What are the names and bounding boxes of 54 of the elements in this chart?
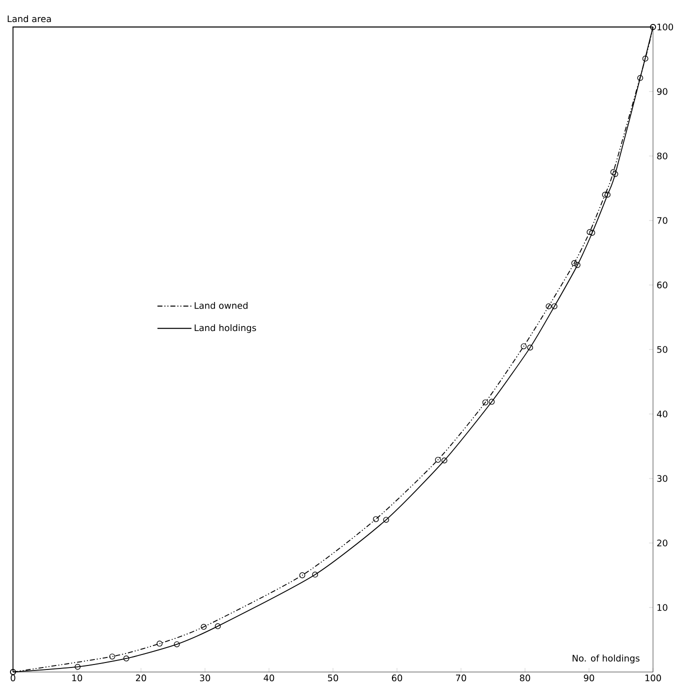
point — [372, 516, 379, 522]
x-tick-label: 0 — [10, 674, 16, 682]
point — [200, 624, 207, 630]
legend-label: Land owned — [194, 302, 248, 309]
y-tick-label: 70 — [657, 217, 668, 224]
point — [602, 192, 608, 198]
point — [612, 171, 618, 177]
x-tick-label: 10 — [72, 674, 82, 682]
point — [642, 56, 648, 62]
point — [488, 398, 495, 405]
y-tick-label: 20 — [657, 540, 668, 546]
x-axis-title: No. of holdings — [572, 654, 640, 664]
y-tick-label: 60 — [657, 282, 668, 288]
point — [604, 192, 611, 198]
point — [586, 229, 593, 236]
point — [156, 640, 162, 647]
point — [520, 343, 527, 350]
y-tick-label: 90 — [657, 88, 668, 95]
y-tick-label: 80 — [657, 152, 668, 160]
y-tick-label: 40 — [656, 410, 668, 418]
point — [214, 623, 221, 630]
point — [527, 344, 534, 350]
point — [123, 656, 130, 662]
point — [574, 262, 580, 268]
y-tick-label: 30 — [657, 475, 668, 482]
point — [435, 456, 441, 463]
point — [74, 664, 81, 670]
point — [571, 260, 578, 266]
x-tick-label: 30 — [200, 674, 210, 682]
x-tick-label: 100 — [645, 674, 661, 682]
point — [610, 169, 616, 176]
x-tick-label: 50 — [328, 674, 338, 682]
point — [174, 641, 180, 648]
point — [589, 230, 596, 236]
point — [109, 654, 116, 660]
x-tick-label: 90 — [584, 674, 594, 682]
x-tick-label: 80 — [520, 674, 530, 682]
point — [552, 303, 558, 310]
legend-label: Land holdings — [194, 324, 256, 333]
x-tick-label: 20 — [136, 674, 146, 682]
y-tick-label: 50 — [657, 346, 668, 353]
y-tick-label: 100 — [658, 24, 674, 30]
x-tick-label: 60 — [392, 674, 402, 682]
point — [383, 516, 390, 523]
point — [299, 572, 306, 578]
point — [482, 399, 488, 406]
point — [546, 303, 552, 310]
point — [312, 572, 318, 578]
point — [441, 458, 448, 464]
point — [637, 75, 644, 81]
x-tick-label: 40 — [264, 674, 274, 682]
y-tick-label: 10 — [658, 604, 668, 611]
y-axis-title: Land area — [8, 15, 51, 22]
x-tick-label: 70 — [456, 674, 466, 682]
